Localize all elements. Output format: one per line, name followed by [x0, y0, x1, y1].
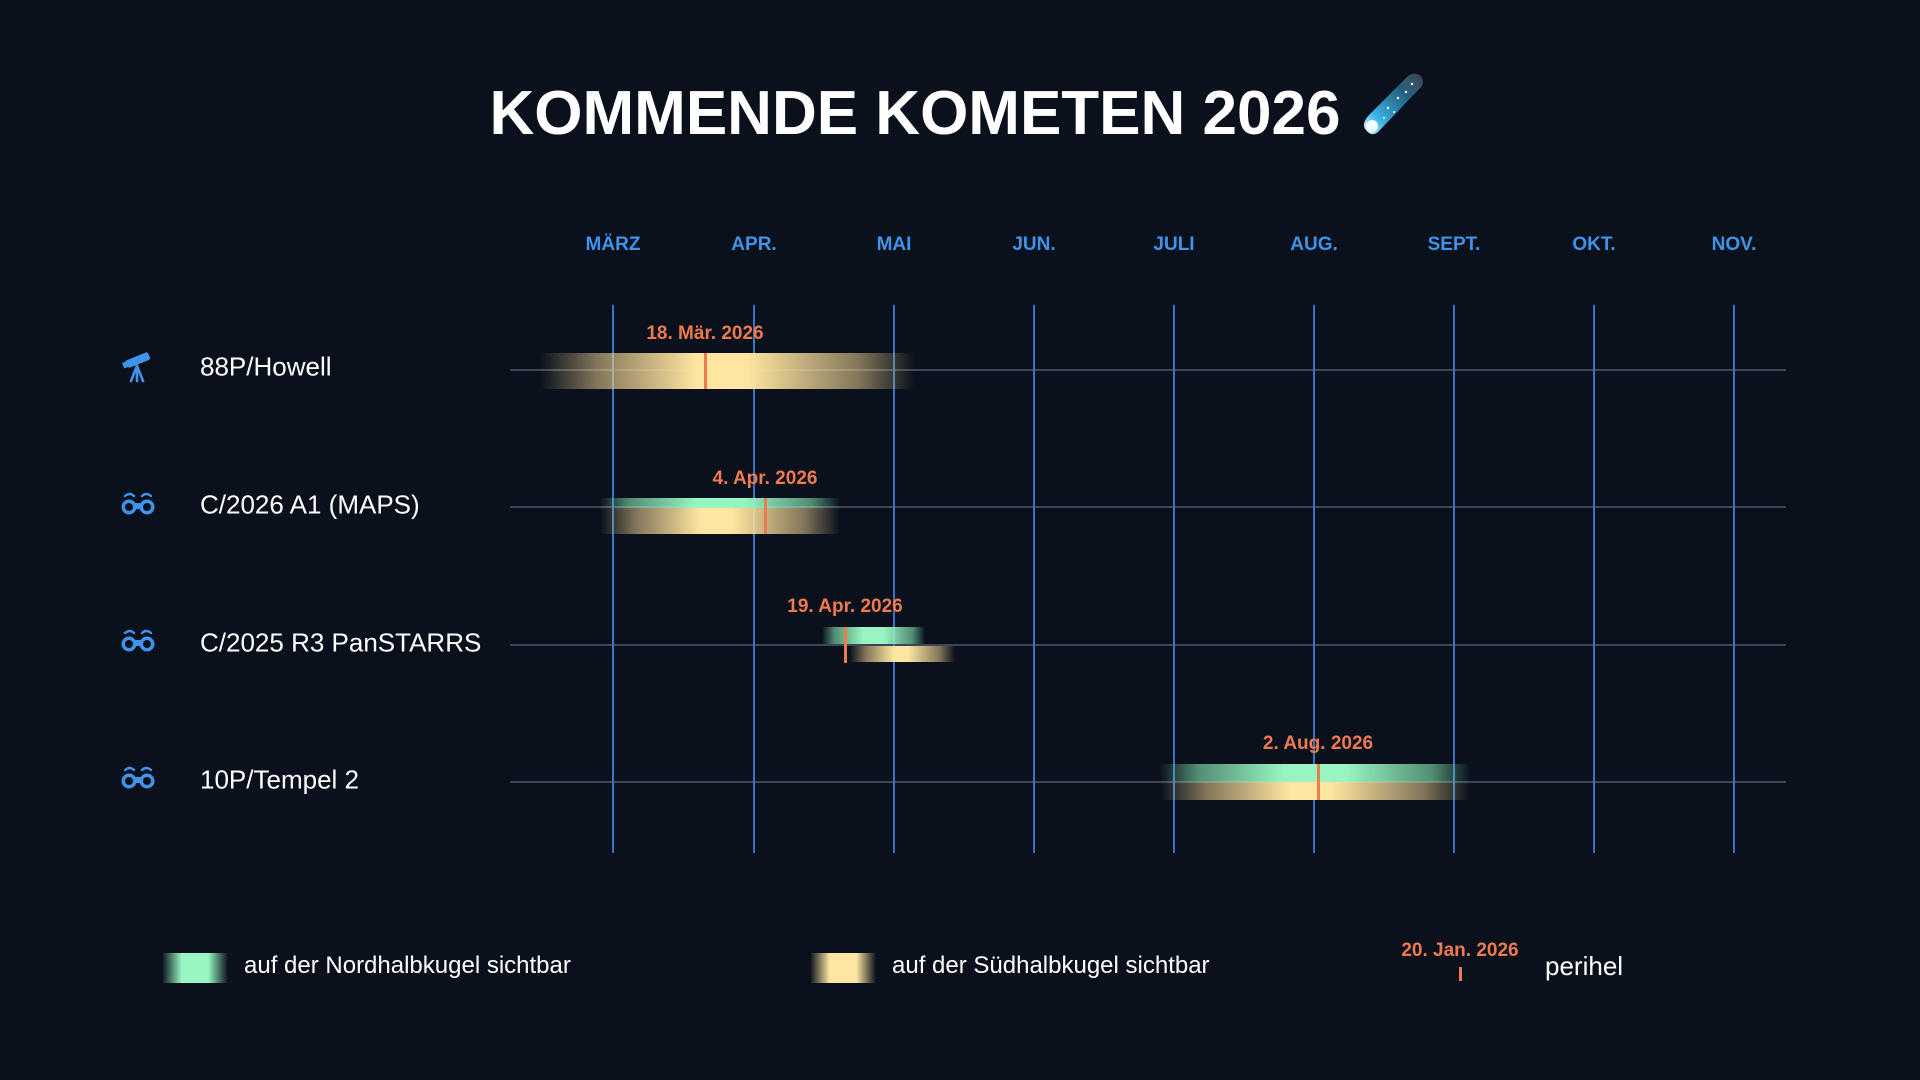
- south-visibility-bar: [600, 508, 840, 534]
- month-label-jun: JUN.: [1012, 234, 1056, 255]
- month-label-apr: APR.: [731, 234, 777, 255]
- comet-name: C/2025 R3 PanSTARRS: [200, 627, 482, 658]
- legend-perihelion-marker: [1459, 967, 1462, 981]
- month-gridline: [1033, 305, 1035, 853]
- month-gridline: [753, 305, 755, 853]
- month-label-okt: OKT.: [1572, 234, 1616, 255]
- row-gridline: [510, 369, 1786, 371]
- month-gridline: [1173, 305, 1175, 853]
- telescope-icon: [120, 351, 156, 383]
- month-gridline: [1593, 305, 1595, 853]
- comet-icon: [1358, 68, 1430, 140]
- legend-north-swatch: [162, 953, 228, 983]
- perihelion-date-label: 4. Apr. 2026: [712, 468, 818, 489]
- chart-title: KOMMENDE KOMETEN 2026: [0, 68, 1920, 149]
- legend-north-label: auf der Nordhalbkugel sichtbar: [244, 952, 571, 979]
- month-label-sept: SEPT.: [1427, 234, 1481, 255]
- month-gridline: [893, 305, 895, 853]
- legend-south-label: auf der Südhalbkugel sichtbar: [892, 952, 1210, 979]
- perihelion-date-label: 2. Aug. 2026: [1262, 733, 1374, 754]
- north-visibility-bar: [600, 498, 840, 508]
- binoculars-icon: [120, 626, 156, 656]
- month-gridline: [1313, 305, 1315, 853]
- month-label-juli: JULI: [1153, 234, 1195, 255]
- month-label-aug: AUG.: [1290, 234, 1338, 255]
- month-gridline: [612, 305, 614, 853]
- perihelion-marker: [704, 353, 707, 389]
- south-visibility-bar: [540, 353, 915, 389]
- perihelion-date-label: 19. Apr. 2026: [787, 596, 903, 617]
- comet-name: C/2026 A1 (MAPS): [200, 489, 420, 520]
- month-label-maerz: MÄRZ: [585, 234, 641, 255]
- legend-perihelion-date: 20. Jan. 2026: [1401, 940, 1519, 961]
- row-gridline: [510, 644, 1786, 646]
- month-gridline: [1453, 305, 1455, 853]
- comet-name: 88P/Howell: [200, 351, 332, 382]
- binoculars-icon: [120, 489, 156, 519]
- perihelion-marker: [1317, 764, 1320, 800]
- north-visibility-bar: [822, 627, 925, 644]
- perihelion-date-label: 18. Mär. 2026: [646, 323, 764, 344]
- legend-south-swatch: [810, 953, 876, 983]
- perihelion-marker: [764, 498, 767, 534]
- comet-name: 10P/Tempel 2: [200, 764, 359, 795]
- south-visibility-bar: [1160, 782, 1470, 800]
- row-gridline: [510, 781, 1786, 783]
- legend-perihelion-label: perihel: [1545, 951, 1624, 981]
- month-label-nov: NOV.: [1711, 234, 1757, 255]
- binoculars-icon: [120, 763, 156, 793]
- month-gridline: [1733, 305, 1735, 853]
- month-label-mai: MAI: [876, 234, 912, 255]
- south-visibility-bar: [850, 646, 955, 662]
- perihelion-marker: [844, 627, 847, 663]
- row-gridline: [510, 506, 1786, 508]
- chart-title-text: KOMMENDE KOMETEN 2026: [489, 79, 1341, 148]
- north-visibility-bar: [1160, 764, 1470, 782]
